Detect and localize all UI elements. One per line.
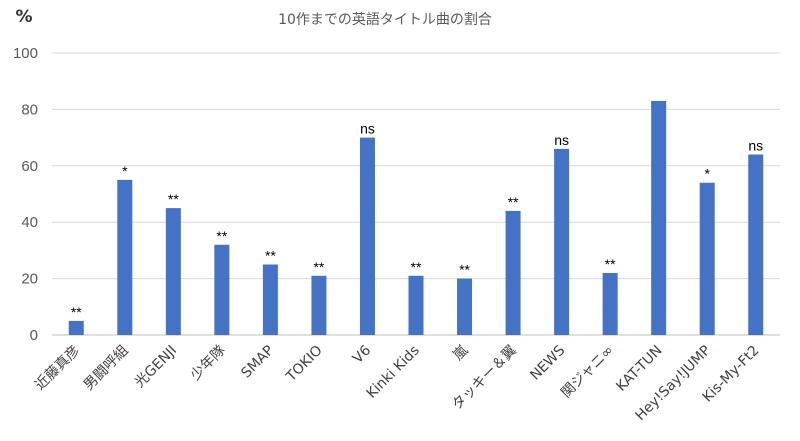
x-tick-label: TOKIO xyxy=(283,343,326,386)
y-tick-label: 0 xyxy=(30,327,38,344)
significance-label: ns xyxy=(360,121,375,137)
x-tick-label: 嵐 xyxy=(450,343,471,364)
y-tick-label: 100 xyxy=(13,45,38,62)
bar xyxy=(651,100,667,335)
chart-title: 10作までの英語タイトル曲の割合 xyxy=(278,11,492,28)
bar xyxy=(748,154,764,335)
x-tick-label: 近藤真彦 xyxy=(32,343,83,394)
significance-label: ** xyxy=(459,262,470,278)
significance-label: * xyxy=(122,163,128,179)
significance-label: ** xyxy=(313,259,324,275)
x-tick-label: 光GENJI xyxy=(132,343,180,391)
bar xyxy=(408,275,424,335)
bar xyxy=(554,148,570,335)
y-axis-unit: % xyxy=(15,7,32,27)
y-tick-label: 60 xyxy=(21,158,38,175)
bar xyxy=(311,275,327,335)
bar xyxy=(699,182,715,335)
significance-label: ns xyxy=(554,132,569,148)
significance-label: ns xyxy=(748,138,763,154)
bar xyxy=(457,278,473,335)
bar xyxy=(117,179,133,335)
bar xyxy=(165,208,181,335)
significance-label: ** xyxy=(168,191,179,207)
bars xyxy=(68,100,764,335)
x-tick-label: NEWS xyxy=(527,342,568,383)
x-tick-label: 少年隊 xyxy=(188,343,229,384)
significance-label: ** xyxy=(605,256,616,272)
x-tick-label: V6 xyxy=(350,342,374,366)
significance-label: ** xyxy=(216,228,227,244)
x-tick-label: SMAP xyxy=(238,343,277,382)
bar xyxy=(359,137,375,335)
y-tick-label: 80 xyxy=(21,101,38,118)
significance-label: ** xyxy=(508,194,519,210)
x-tick-label: 関ジャニ∞ xyxy=(558,343,617,402)
significance-label: ** xyxy=(71,304,82,320)
bar xyxy=(68,320,84,335)
significance-label: * xyxy=(704,166,710,182)
bar xyxy=(602,272,618,335)
bar xyxy=(505,210,521,335)
y-axis-ticks: 0 20 40 60 80 100 xyxy=(13,45,38,344)
y-tick-label: 20 xyxy=(21,271,38,288)
significance-label: ** xyxy=(411,259,422,275)
y-tick-label: 40 xyxy=(21,214,38,231)
bar xyxy=(214,244,230,335)
x-tick-label: Kinki Kids xyxy=(364,343,423,402)
significance-label: ** xyxy=(265,248,276,264)
significance-labels: ***********ns** ****ns***ns xyxy=(71,121,763,320)
x-tick-label: 男闘呼組 xyxy=(81,343,132,394)
bar xyxy=(262,264,278,335)
